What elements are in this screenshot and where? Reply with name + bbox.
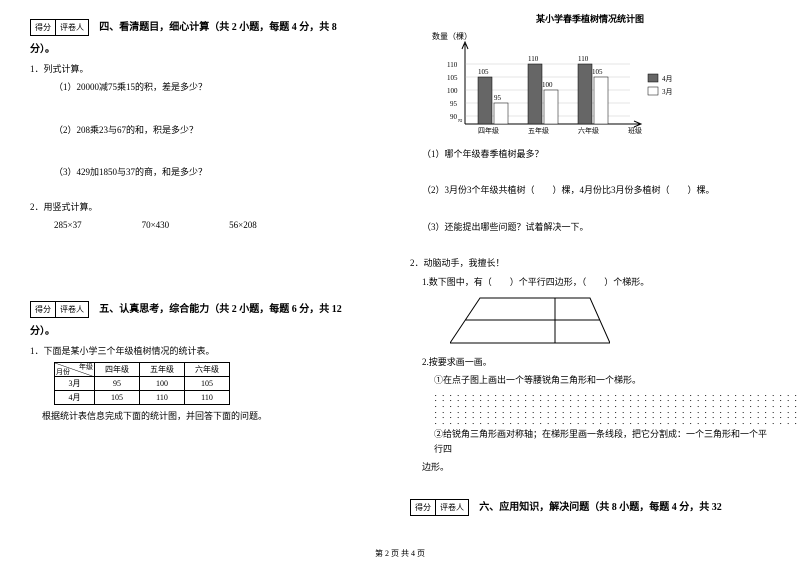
q4-2: 2．用竖式计算。	[30, 200, 390, 214]
q4-1-2: （2）208乘23与67的和，积是多少？	[54, 123, 390, 137]
svg-text:四年级: 四年级	[478, 126, 499, 135]
col-header: 五年级	[140, 363, 185, 377]
svg-text:90: 90	[450, 113, 458, 121]
shape-figure	[450, 293, 770, 351]
q2-2b: ②给锐角三角形画对称轴；在梯形里画一条线段，把它分割成：一个三角形和一个平行四	[434, 427, 770, 456]
left-column: 得分 评卷人 四、看清题目，细心计算（共 2 小题，每题 4 分，共 8 分）。…	[30, 12, 390, 522]
q2-2b2: 边形。	[422, 460, 770, 474]
calc-row: 285×37 70×430 56×208	[54, 220, 390, 230]
section-6-title: 六、应用知识，解决问题（共 8 小题，每题 4 分，共 32	[479, 502, 722, 513]
svg-text:95: 95	[494, 94, 502, 102]
r3: （3）还能提出哪些问题？试着解决一下。	[422, 220, 770, 234]
score-label: 得分	[31, 20, 56, 35]
svg-text:班级: 班级	[628, 126, 642, 135]
score-label: 得分	[411, 500, 436, 515]
svg-text:110: 110	[447, 61, 458, 69]
score-box-4: 得分 评卷人	[30, 19, 89, 36]
col-header: 四年级	[95, 363, 140, 377]
section-4-header: 得分 评卷人 四、看清题目，细心计算（共 2 小题，每题 4 分，共 8	[30, 18, 390, 38]
q2-2a: ①在点子图上画出一个等腰锐角三角形和一个梯形。	[434, 373, 770, 387]
table-corner: 年级 月份	[55, 363, 95, 377]
chart-svg: 数量（棵） 90 95 100 105 110 ≈	[430, 29, 690, 139]
chart-title: 某小学春季植树情况统计图	[410, 12, 770, 25]
svg-text:110: 110	[528, 55, 539, 63]
table-row: 3月 95 100 105	[55, 377, 230, 391]
right-column: 某小学春季植树情况统计图 数量（棵） 90 95 100 105 110 ≈	[410, 12, 770, 522]
grader-label: 评卷人	[436, 500, 468, 515]
svg-text:100: 100	[447, 87, 458, 95]
score-box-6: 得分 评卷人	[410, 499, 469, 516]
r2: （2）3月份3个年级共植树（ ）棵，4月份比3月份多植树（ ）棵。	[422, 183, 770, 197]
col-header: 六年级	[185, 363, 230, 377]
q4-1: 1．列式计算。	[30, 62, 390, 76]
svg-text:105: 105	[478, 68, 489, 76]
table-row: 4月 105 110 110	[55, 391, 230, 405]
calc-2: 70×430	[142, 220, 170, 230]
q2: 2．动脑动手，我擅长！	[410, 256, 770, 270]
svg-text:95: 95	[450, 100, 458, 108]
svg-text:3月: 3月	[662, 88, 673, 96]
svg-text:≈: ≈	[458, 116, 463, 125]
grader-label: 评卷人	[56, 302, 88, 317]
calc-1: 285×37	[54, 220, 82, 230]
stats-table: 年级 月份 四年级 五年级 六年级 3月 95 100 105 4月 105 1…	[54, 362, 230, 405]
section-6-header: 得分 评卷人 六、应用知识，解决问题（共 8 小题，每题 4 分，共 32	[410, 498, 770, 518]
section-5-tail: 分）。	[30, 324, 390, 340]
q2-2: 2.按要求画一画。	[422, 355, 770, 369]
q5-tail: 根据统计表信息完成下面的统计图，并回答下面的问题。	[42, 409, 390, 423]
page-footer: 第 2 页 共 4 页	[0, 548, 800, 559]
svg-text:数量（棵）: 数量（棵）	[432, 31, 472, 41]
svg-text:105: 105	[592, 68, 603, 76]
q4-1-1: （1）20000减75乘15的积，差是多少？	[54, 80, 390, 94]
score-box-5: 得分 评卷人	[30, 301, 89, 318]
svg-text:4月: 4月	[662, 75, 673, 83]
grader-label: 评卷人	[56, 20, 88, 35]
svg-text:六年级: 六年级	[578, 126, 599, 135]
section-4-title: 四、看清题目，细心计算（共 2 小题，每题 4 分，共 8	[99, 22, 337, 33]
score-label: 得分	[31, 302, 56, 317]
section-4-tail: 分）。	[30, 42, 390, 58]
bar-chart: 数量（棵） 90 95 100 105 110 ≈	[430, 29, 770, 141]
calc-3: 56×208	[229, 220, 257, 230]
svg-text:100: 100	[542, 81, 553, 89]
q4-1-3: （3）429加1850与37的商，和是多少？	[54, 165, 390, 179]
svg-text:105: 105	[447, 74, 458, 82]
dot-grid: ．．．．．．．．．．．．．．．．．．．．．．．．．．．．．．．．．．．．．．．．…	[434, 392, 770, 426]
section-5-header: 得分 评卷人 五、认真思考，综合能力（共 2 小题，每题 6 分，共 12	[30, 300, 390, 320]
section-5-title: 五、认真思考，综合能力（共 2 小题，每题 6 分，共 12	[99, 304, 342, 315]
svg-text:110: 110	[578, 55, 589, 63]
q2-1: 1.数下图中，有（ ）个平行四边形，（ ）个梯形。	[422, 275, 770, 289]
r1: （1）哪个年级春季植树最多？	[422, 147, 770, 161]
q5-1: 1．下面是某小学三个年级植树情况的统计表。	[30, 344, 390, 358]
svg-text:五年级: 五年级	[528, 126, 549, 135]
